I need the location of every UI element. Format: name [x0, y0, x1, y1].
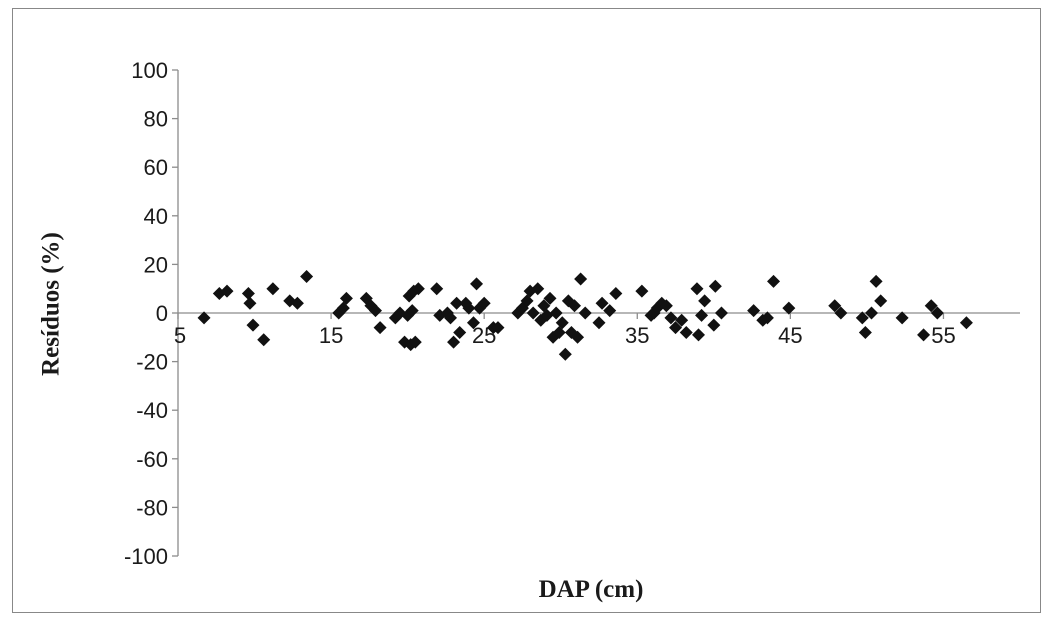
data-point [477, 296, 491, 310]
data-point [408, 335, 422, 349]
x-tick-label: 15 [319, 323, 343, 348]
data-point [679, 325, 693, 339]
data-point [558, 347, 572, 361]
data-point [405, 304, 419, 318]
y-tick-label: 80 [144, 107, 168, 132]
y-tick-label: 0 [156, 301, 168, 326]
data-point [447, 335, 461, 349]
data-point [520, 294, 534, 308]
data-point [197, 311, 211, 325]
data-point [828, 299, 842, 313]
data-point [290, 296, 304, 310]
x-tick-label: 5 [174, 323, 186, 348]
x-axis-title: DAP (cm) [539, 576, 644, 603]
data-point [578, 306, 592, 320]
x-tick-label: 45 [778, 323, 802, 348]
data-point [466, 316, 480, 330]
data-point [368, 304, 382, 318]
data-point [373, 321, 387, 335]
data-point [959, 316, 973, 330]
data-point [874, 294, 888, 308]
data-point [782, 301, 796, 315]
data-point [462, 301, 476, 315]
data-point [568, 299, 582, 313]
data-point [592, 316, 606, 330]
data-point [339, 291, 353, 305]
data-point [540, 308, 554, 322]
data-point [855, 311, 869, 325]
y-tick-label: -80 [136, 495, 168, 520]
y-tick-label: -60 [136, 447, 168, 472]
data-point [669, 321, 683, 335]
data-point [430, 282, 444, 296]
chart-frame: 100 80 60 40 20 0 -20 -40 -60 -80 -100 5 15 25 35 45 55… [12, 8, 1041, 613]
data-point [243, 296, 257, 310]
data-point [552, 325, 566, 339]
x-tick-label: 35 [625, 323, 649, 348]
y-axis: 100 80 60 40 20 0 -20 -40 -60 -80 -100 [124, 58, 179, 569]
data-point [690, 282, 704, 296]
data-point [707, 318, 721, 332]
data-point [555, 316, 569, 330]
data-point [609, 287, 623, 301]
data-point [664, 311, 678, 325]
y-tick-label: -40 [136, 398, 168, 423]
data-point [659, 299, 673, 313]
data-point [470, 277, 484, 291]
data-point [453, 325, 467, 339]
data-point [930, 306, 944, 320]
data-point [917, 328, 931, 342]
data-point [300, 270, 314, 284]
data-point [336, 301, 350, 315]
data-point [549, 306, 563, 320]
data-points [197, 270, 973, 361]
data-point [924, 299, 938, 313]
data-point [595, 296, 609, 310]
data-point [220, 284, 234, 298]
data-point [257, 333, 271, 347]
x-tick-label: 55 [931, 323, 955, 348]
y-tick-label: -100 [124, 544, 168, 569]
data-point [695, 308, 709, 322]
data-point [537, 299, 551, 313]
data-point [246, 318, 260, 332]
data-point [491, 321, 505, 335]
data-point [526, 306, 540, 320]
data-point [858, 325, 872, 339]
data-point [543, 291, 557, 305]
data-point [635, 284, 649, 298]
data-point [675, 313, 689, 327]
data-point [714, 306, 728, 320]
y-axis-title: Resíduos (%) [38, 232, 65, 376]
data-point [444, 311, 458, 325]
data-point [574, 272, 588, 286]
y-tick-label: 20 [144, 252, 168, 277]
data-point [747, 304, 761, 318]
y-tick-label: -20 [136, 350, 168, 375]
data-point [411, 282, 425, 296]
data-point [698, 294, 712, 308]
data-point [603, 304, 617, 318]
data-point [834, 306, 848, 320]
data-point [571, 330, 585, 344]
y-tick-label: 100 [131, 58, 168, 83]
data-point [895, 311, 909, 325]
data-point [241, 287, 255, 301]
data-point [865, 306, 879, 320]
y-tick-label: 40 [144, 204, 168, 229]
data-point [531, 282, 545, 296]
data-point [450, 296, 464, 310]
data-point [869, 274, 883, 288]
data-point [708, 279, 722, 293]
x-axis: 5 15 25 35 45 55 [174, 312, 1020, 348]
y-tick-label: 60 [144, 155, 168, 180]
data-point [760, 311, 774, 325]
data-point [767, 274, 781, 288]
data-point [692, 328, 706, 342]
data-point [266, 282, 280, 296]
